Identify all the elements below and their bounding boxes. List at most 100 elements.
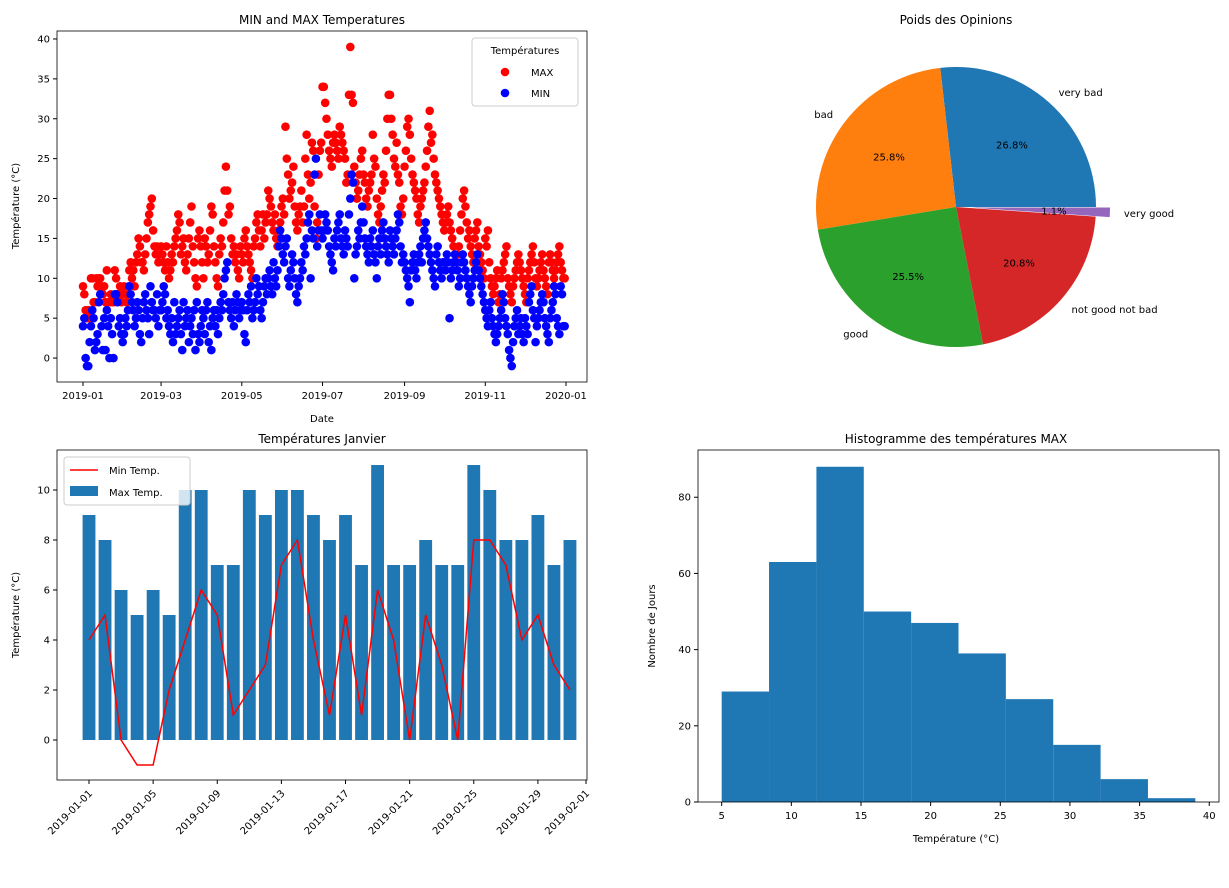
scatter-point-min: [328, 266, 338, 275]
scatter-point-max: [191, 273, 200, 283]
scatter-point-max: [128, 266, 138, 275]
scatter-point-max: [180, 258, 190, 267]
scatter-point-max: [496, 273, 506, 283]
scatter-point-min: [135, 329, 145, 339]
scatter-point-max: [310, 202, 319, 211]
scatter-point-min: [545, 313, 555, 323]
scatter-point-min: [560, 321, 569, 331]
scatter-point-max: [138, 258, 147, 267]
scatter-point-max: [246, 266, 256, 275]
scatter-ytick-label: 5: [44, 314, 50, 325]
bar-max-temp: [146, 590, 160, 740]
scatter-point-min: [207, 345, 216, 355]
scatter-point-min: [134, 305, 143, 315]
scatter-point-max: [533, 273, 543, 283]
scatter-point-max: [265, 194, 274, 203]
scatter-point-min: [146, 281, 155, 291]
scatter-point-min: [144, 329, 154, 339]
scatter-point-min: [557, 289, 567, 299]
scatter-point-min: [81, 353, 90, 363]
scatter-ytick-label: 0: [44, 354, 50, 365]
scatter-point-min: [507, 361, 517, 371]
scatter-point-max: [506, 289, 515, 299]
scatter-point-max: [515, 258, 524, 267]
scatter-point-max: [230, 258, 240, 267]
scatter-point-max: [465, 226, 474, 235]
scatter-point-min: [310, 170, 319, 179]
scatter-point-min: [252, 273, 261, 283]
scatter-point-min: [494, 321, 503, 331]
scatter-point-min: [270, 273, 280, 283]
bar-max-temp: [483, 490, 497, 740]
scatter-point-max: [279, 210, 289, 219]
scatter-point-min: [97, 321, 106, 331]
pie-pct-very-bad: 26.8%: [996, 140, 1028, 151]
scatter-point-max: [304, 194, 314, 203]
bar-ytick-label: 0: [44, 736, 50, 747]
histogram-xlabel: Température (°C): [912, 833, 999, 845]
scatter-point-min: [143, 313, 153, 323]
scatter-point-max: [483, 226, 493, 235]
scatter-point-max: [454, 242, 464, 251]
scatter-point-max: [224, 210, 233, 219]
scatter-point-max: [557, 266, 567, 275]
scatter-point-min: [544, 337, 554, 347]
scatter-point-min: [368, 226, 378, 235]
histogram-bar: [1005, 699, 1054, 802]
histogram-frame: [697, 449, 1220, 803]
scatter-point-min: [520, 313, 530, 323]
scatter-point-min: [159, 281, 169, 291]
scatter-point-min: [414, 250, 424, 259]
scatter-point-max: [388, 130, 397, 140]
pie-slice-not-good-not-bad: [956, 207, 1096, 345]
scatter-point-max: [379, 170, 388, 179]
scatter-point-min: [281, 242, 290, 251]
scatter-point-max: [212, 273, 221, 283]
scatter-point-min: [139, 297, 149, 307]
histogram-bar: [911, 622, 959, 802]
scatter-point-max: [327, 162, 337, 171]
scatter-point-max: [181, 266, 191, 275]
scatter-point-max: [405, 130, 415, 140]
scatter-point-max: [545, 250, 555, 259]
scatter-point-max: [340, 154, 350, 163]
scatter-point-max: [445, 218, 454, 227]
scatter-point-max: [303, 170, 313, 179]
scatter-point-max: [177, 242, 187, 251]
scatter-point-max: [488, 289, 498, 299]
scatter-point-max: [514, 250, 523, 259]
scatter-point-min: [119, 329, 129, 339]
scatter-point-max: [283, 170, 293, 179]
scatter-point-min: [385, 226, 395, 235]
scatter-point-min: [515, 321, 524, 331]
scatter-point-min: [218, 289, 228, 299]
scatter-point-min: [421, 218, 431, 227]
scatter-point-min: [242, 305, 252, 315]
scatter-point-max: [463, 234, 473, 243]
scatter-point-max: [166, 266, 175, 275]
scatter-point-max: [474, 242, 483, 251]
scatter-point-max: [209, 242, 219, 251]
scatter-point-max: [434, 194, 444, 203]
scatter-point-min: [432, 250, 441, 259]
pie-label-bad: bad: [814, 110, 833, 121]
scatter-point-max: [302, 130, 311, 140]
scatter-point-min: [287, 250, 297, 259]
scatter-point-min: [279, 258, 289, 267]
scatter-point-min: [528, 305, 538, 315]
scatter-point-min: [267, 289, 277, 299]
scatter-point-max: [508, 281, 518, 291]
scatter-point-min: [424, 242, 433, 251]
scatter-point-max: [263, 186, 273, 195]
bar-ytick-label: 6: [44, 586, 50, 597]
scatter-point-min: [357, 202, 367, 211]
scatter-point-max: [380, 178, 390, 187]
legend-label-min-temp: Min Temp.: [109, 466, 160, 477]
scatter-point-min: [429, 273, 438, 283]
scatter-point-min: [265, 266, 274, 275]
scatter-point-min: [332, 226, 342, 235]
scatter-point-max: [390, 162, 400, 171]
scatter-point-min: [453, 266, 462, 275]
scatter-point-max: [371, 162, 380, 171]
scatter-point-max: [189, 258, 199, 267]
